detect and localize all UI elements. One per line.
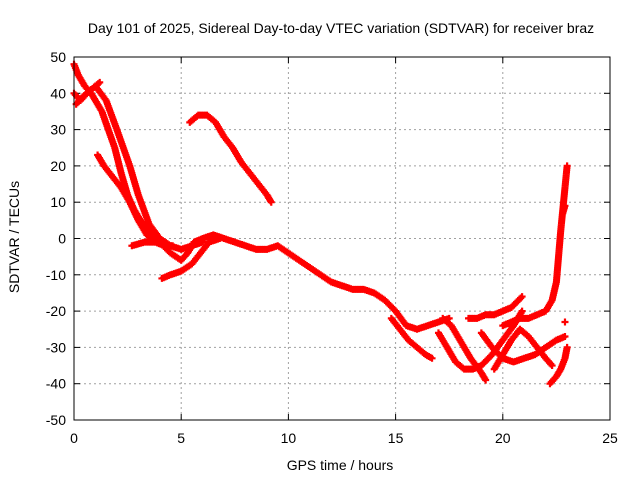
- x-tick-label: 20: [495, 430, 511, 446]
- x-axis-label: GPS time / hours: [287, 457, 394, 473]
- x-tick-label: 5: [177, 430, 185, 446]
- data-point: [482, 376, 490, 384]
- data-point: [96, 78, 104, 86]
- data-point: [216, 235, 224, 242]
- plot-frame: [73, 56, 611, 421]
- y-tick-label: 0: [58, 231, 66, 247]
- x-tick-label: 0: [70, 430, 78, 446]
- data-point: [561, 333, 569, 341]
- data-points: [70, 60, 571, 388]
- data-point: [169, 242, 177, 250]
- data-point: [267, 198, 275, 206]
- x-tick-label: 15: [388, 430, 404, 446]
- y-tick-label: -10: [46, 267, 66, 283]
- data-point: [563, 343, 571, 351]
- chart-title: Day 101 of 2025, Sidereal Day-to-day VTE…: [88, 20, 594, 36]
- x-tick-label: 25: [602, 430, 618, 446]
- x-tick-label: 10: [281, 430, 297, 446]
- y-tick-label: 30: [50, 122, 66, 138]
- data-point: [563, 162, 571, 170]
- y-tick-label: 20: [50, 158, 66, 174]
- y-tick-label: 50: [50, 49, 66, 65]
- data-point: [518, 293, 526, 301]
- y-tick-label: 10: [50, 194, 66, 210]
- y-tick-label: -40: [46, 376, 66, 392]
- y-tick-label: -30: [46, 339, 66, 355]
- data-point: [561, 202, 569, 210]
- y-tick-label: 40: [50, 85, 66, 101]
- data-point: [561, 318, 569, 326]
- y-tick-label: -20: [46, 303, 66, 319]
- data-point: [151, 238, 159, 246]
- y-tick-label: -50: [46, 412, 66, 428]
- data-point: [199, 238, 207, 246]
- y-axis-label: SDTVAR / TECUs: [6, 181, 22, 293]
- data-point: [428, 354, 436, 362]
- data-point: [518, 307, 526, 315]
- data-point: [548, 362, 556, 370]
